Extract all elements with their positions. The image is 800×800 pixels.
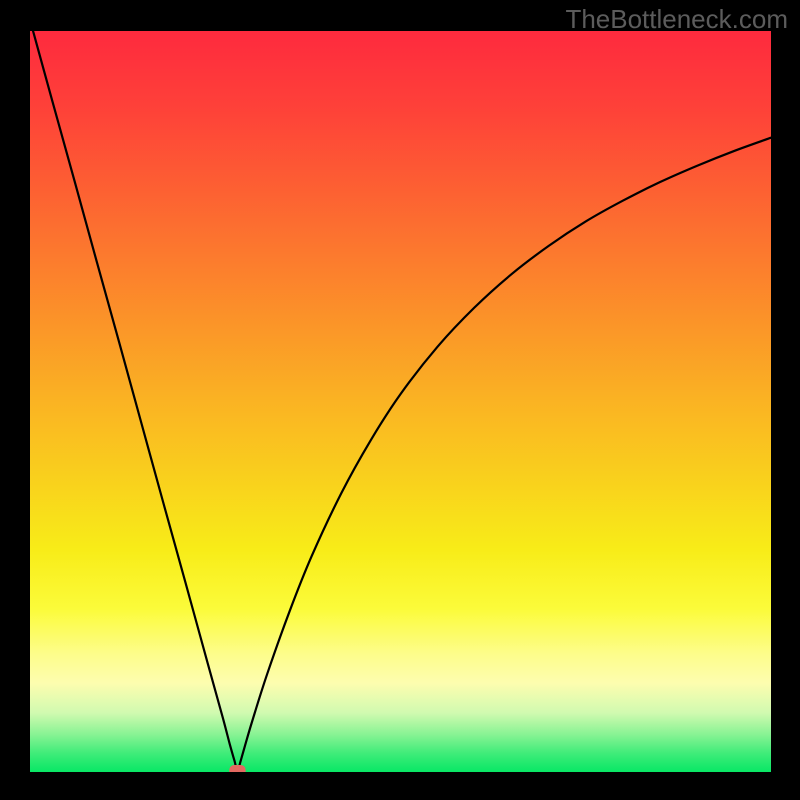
plot-frame xyxy=(30,31,771,772)
plot-svg xyxy=(30,31,771,772)
stage: TheBottleneck.com xyxy=(0,0,800,800)
minimum-marker xyxy=(229,765,245,772)
gradient-background xyxy=(30,31,771,772)
watermark-text: TheBottleneck.com xyxy=(565,4,788,35)
